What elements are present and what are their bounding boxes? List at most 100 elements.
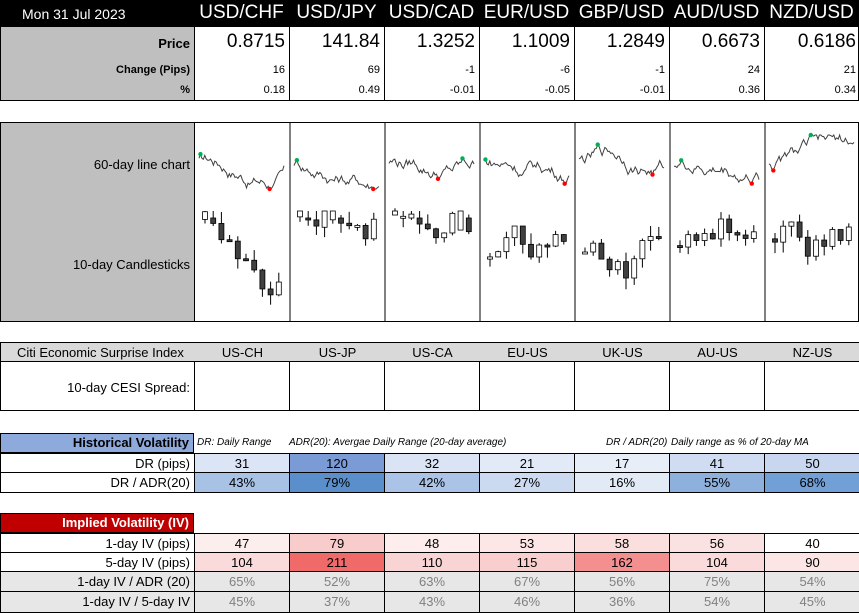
candle-body <box>606 258 613 271</box>
cesi-cell <box>195 362 290 410</box>
change-value: 16 <box>272 64 285 76</box>
candle-body <box>726 218 733 233</box>
price-value: 0.8715 <box>226 31 285 52</box>
hv-dr-value: 41 <box>670 454 765 473</box>
sparkline <box>483 158 570 185</box>
pair-header-gbpusd: GBP/USD <box>578 2 665 23</box>
candle-body <box>655 236 662 239</box>
high-marker <box>198 151 203 157</box>
pair-header-nzdusd: NZD/USD <box>769 2 854 23</box>
change-label: Change (Pips) <box>116 64 190 76</box>
candle-body <box>313 219 320 227</box>
candle-body <box>487 256 493 260</box>
iv-1day-value: 53 <box>480 534 575 553</box>
change-value: 24 <box>747 64 760 76</box>
hv-ratio-value: 68% <box>765 473 859 492</box>
candle-body <box>734 232 741 236</box>
iv-5day-value: 90 <box>765 553 859 572</box>
sparkline <box>768 133 855 172</box>
high-marker <box>460 156 465 161</box>
candle-body <box>631 258 638 279</box>
charts-section: 60-day line chart 10-day Candlesticks <box>0 122 859 322</box>
high-marker <box>679 158 684 163</box>
iv-5day-value: 104 <box>670 553 765 572</box>
high-marker <box>294 157 300 163</box>
candle-body <box>338 217 344 224</box>
candle-body <box>202 211 208 220</box>
candle-body <box>275 281 282 296</box>
pct-value: -0.01 <box>449 84 475 96</box>
pct-value: 0.18 <box>263 84 285 96</box>
iv-ratio-adr-value: 75% <box>670 572 765 592</box>
candle-body <box>267 288 274 296</box>
iv-1day-value: 48 <box>385 534 480 553</box>
candle-body <box>400 215 407 219</box>
cesi-cell <box>290 362 385 410</box>
hv-note-dr: DR: Daily Range <box>197 437 272 448</box>
hv-dr-value: 32 <box>385 454 480 473</box>
price-value: 0.6186 <box>797 31 856 52</box>
candle-body <box>623 261 629 279</box>
candle-body <box>560 234 567 242</box>
pct-value: 0.36 <box>738 84 760 96</box>
cesi-section: Citi Economic Surprise Index 10-day CESI… <box>0 342 859 411</box>
hv-ratio-label: DR / ADR(20) <box>1 473 195 492</box>
candle-body <box>804 236 811 257</box>
cesi-spread-label: 10-day CESI Spread: <box>67 380 190 395</box>
iv-ratio-5d-value: 45% <box>195 592 290 612</box>
price-col-nzdusd: 0.6186 21 0.34 <box>765 27 859 100</box>
candle-body <box>511 225 518 239</box>
sparkline <box>198 152 285 190</box>
iv-ratio-adr-value: 54% <box>765 572 859 592</box>
iv-5day-label: 5-day IV (pips) <box>1 553 195 572</box>
low-marker <box>267 186 272 192</box>
low-marker <box>371 186 376 192</box>
price-col-gbpusd: 1.2849 -1 -0.01 <box>575 27 670 100</box>
candle-body <box>297 210 303 218</box>
pct-value: 0.34 <box>834 84 856 96</box>
candle-body <box>251 259 258 271</box>
candle-body <box>449 212 456 234</box>
candle-body <box>709 233 716 240</box>
cesi-cell <box>480 362 575 410</box>
price-value: 1.2849 <box>606 31 665 52</box>
hv-note-adr: ADR(20): Avergae Daily Range (20-day ave… <box>289 437 507 448</box>
candle-body <box>321 210 328 228</box>
candle-body <box>590 242 597 253</box>
candle-body <box>528 243 534 258</box>
cesi-cell <box>670 362 765 410</box>
hv-ratio-value: 27% <box>480 473 575 492</box>
candle-body <box>639 240 646 260</box>
candle-body <box>845 226 852 241</box>
candle-body <box>495 251 502 258</box>
iv-1day-value: 47 <box>195 534 290 553</box>
sparkline <box>293 158 380 190</box>
cesi-pair-us-ch: US-CH <box>221 345 264 360</box>
pair-header-usdjpy: USD/JPY <box>296 2 377 23</box>
pct-value: -0.01 <box>639 84 665 96</box>
iv-5day-value: 211 <box>290 553 385 572</box>
candle-body <box>226 239 233 243</box>
iv-5day-value: 162 <box>575 553 670 572</box>
hv-note-ratio-desc: Daily range as % of 20-day MA <box>671 437 809 448</box>
iv-ratio-adr-value: 67% <box>480 572 575 592</box>
price-col-usdchf: 0.8715 16 0.18 <box>195 27 290 100</box>
cesi-cell <box>765 362 859 410</box>
candle-body <box>210 217 217 224</box>
candle-body <box>370 218 377 240</box>
candle-body <box>424 223 431 230</box>
charts-labels-panel: 60-day line chart 10-day Candlesticks <box>1 123 195 321</box>
hv-dr-value: 17 <box>575 454 670 473</box>
candle-body <box>788 221 795 227</box>
iv-ratio-adr-value: 65% <box>195 572 290 592</box>
candle-body <box>685 234 692 248</box>
iv-1day-value: 40 <box>765 534 859 553</box>
price-col-usdjpy: 141.84 69 0.49 <box>290 27 385 100</box>
candle-body <box>544 244 551 248</box>
candle-body <box>582 251 588 255</box>
low-marker <box>650 172 655 177</box>
candle-body <box>362 224 369 240</box>
candle-body <box>772 238 778 243</box>
candle-body <box>750 231 757 239</box>
hv-ratio-value: 43% <box>195 473 290 492</box>
